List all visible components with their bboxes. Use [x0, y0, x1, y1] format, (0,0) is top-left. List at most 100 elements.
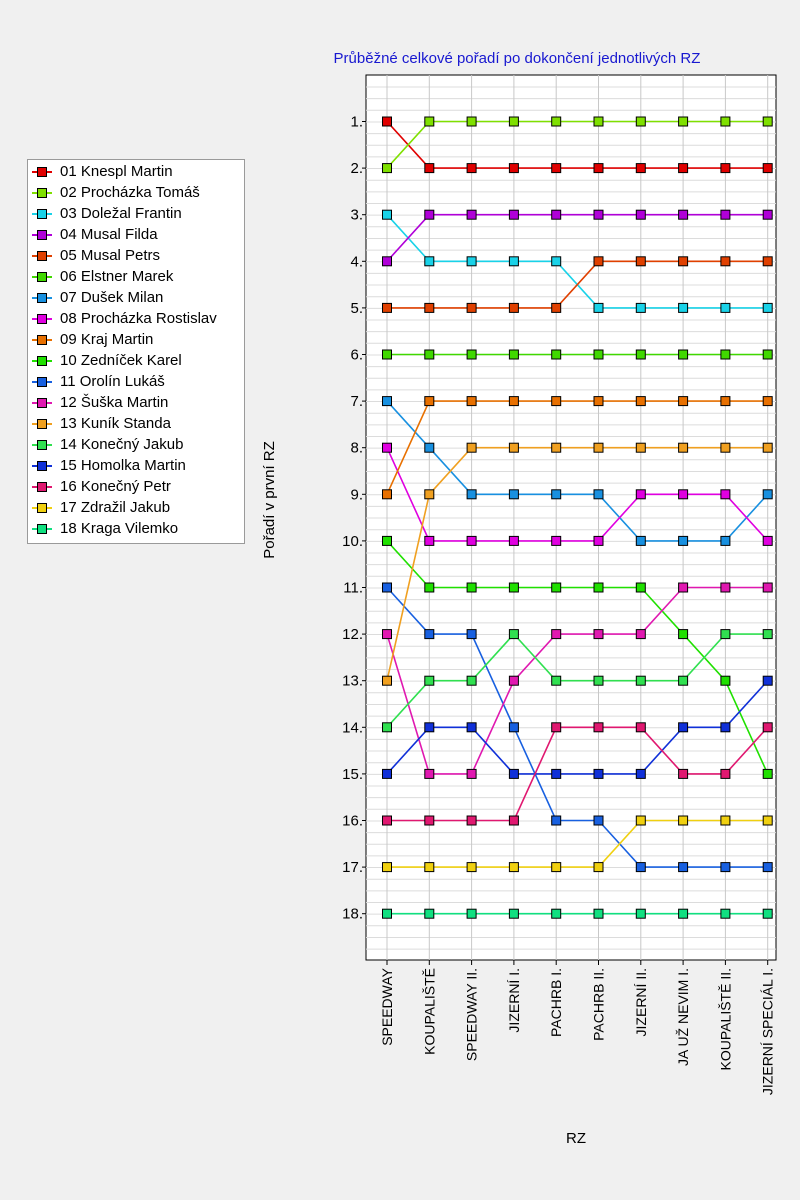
- legend-label: 04 Musal Filda: [60, 226, 158, 243]
- x-tick-label: SPEEDWAY: [379, 967, 395, 1045]
- data-point: [593, 489, 604, 500]
- series-1: [386, 120, 768, 169]
- data-point: [424, 535, 435, 546]
- data-point: [593, 209, 604, 220]
- legend-label: 02 Procházka Tomáš: [60, 184, 200, 201]
- legend-swatch: [32, 376, 52, 388]
- data-point: [635, 209, 646, 220]
- data-point: [551, 582, 562, 593]
- data-point: [466, 302, 477, 313]
- data-point: [424, 722, 435, 733]
- data-point: [635, 349, 646, 360]
- data-point: [593, 768, 604, 779]
- chart-title: Průběžné celkové pořadí po dokončení jed…: [334, 50, 701, 67]
- data-point: [508, 349, 519, 360]
- data-point: [635, 629, 646, 640]
- data-point: [382, 629, 392, 640]
- data-point: [424, 675, 435, 686]
- data-point: [508, 629, 519, 640]
- legend-label: 07 Dušek Milan: [60, 289, 164, 306]
- series-2: [386, 120, 768, 169]
- data-point: [720, 209, 731, 220]
- series-markers-9: [382, 396, 773, 500]
- series-markers-12: [382, 582, 773, 779]
- data-point: [678, 862, 689, 873]
- data-point: [551, 256, 562, 267]
- data-point: [593, 908, 604, 919]
- legend-label: 18 Kraga Vilemko: [60, 520, 179, 537]
- data-point: [508, 768, 519, 779]
- data-point: [466, 349, 477, 360]
- data-point: [720, 349, 731, 360]
- legend-item: 18 Kraga Vilemko: [32, 518, 178, 539]
- data-point: [508, 722, 519, 733]
- legend-item: 11 Orolín Lukáš: [32, 371, 165, 392]
- legend-item: 12 Šuška Martin: [32, 392, 168, 413]
- data-point: [382, 256, 392, 267]
- data-point: [466, 768, 477, 779]
- data-point: [678, 116, 689, 127]
- data-point: [551, 396, 562, 407]
- data-point: [635, 489, 646, 500]
- data-point: [424, 442, 435, 453]
- y-tick-label: 13.: [342, 673, 363, 690]
- data-point: [551, 629, 562, 640]
- data-point: [762, 302, 773, 313]
- data-point: [593, 442, 604, 453]
- y-tick-label: 15.: [342, 766, 363, 783]
- data-point: [382, 302, 392, 313]
- data-point: [762, 862, 773, 873]
- data-point: [720, 582, 731, 593]
- data-point: [593, 396, 604, 407]
- legend-swatch: [32, 250, 52, 262]
- legend-item: 09 Kraj Martin: [32, 329, 153, 350]
- data-point: [678, 582, 689, 593]
- series-line: [386, 447, 769, 542]
- data-point: [466, 535, 477, 546]
- data-point: [508, 908, 519, 919]
- data-point: [678, 722, 689, 733]
- data-point: [678, 535, 689, 546]
- data-point: [678, 349, 689, 360]
- chart-legend: 01 Knespl Martin 02 Procházka Tomáš 03 Dol…: [27, 159, 245, 544]
- data-point: [551, 768, 562, 779]
- data-point: [635, 862, 646, 873]
- data-point: [551, 722, 562, 733]
- y-tick-label: 12.: [342, 626, 363, 643]
- legend-label: 15 Homolka Martin: [60, 457, 186, 474]
- data-point: [635, 396, 646, 407]
- legend-item: 02 Procházka Tomáš: [32, 182, 200, 203]
- data-point: [466, 675, 477, 686]
- data-point: [720, 722, 731, 733]
- legend-item: 04 Musal Filda: [32, 224, 158, 245]
- data-point: [678, 768, 689, 779]
- x-axis-ticks: SPEEDWAY KOUPALIŠTĚ SPEEDWAY II. JIZERNÍ I.…: [379, 960, 776, 1095]
- data-point: [551, 908, 562, 919]
- data-point: [762, 163, 773, 174]
- series-lines: [382, 116, 773, 919]
- data-point: [424, 629, 435, 640]
- data-point: [720, 908, 731, 919]
- data-point: [762, 349, 773, 360]
- series-line: [386, 586, 768, 868]
- legend-swatch: [32, 481, 52, 493]
- legend-item: 16 Konečný Petr: [32, 476, 171, 497]
- data-point: [678, 815, 689, 826]
- y-axis-label: Pořadí v první RZ: [261, 441, 278, 559]
- legend-swatch: [32, 502, 52, 514]
- legend-swatch: [32, 313, 52, 325]
- data-point: [551, 163, 562, 174]
- data-point: [593, 116, 604, 127]
- series-line: [387, 260, 768, 309]
- series-15: [386, 680, 769, 775]
- data-point: [720, 535, 731, 546]
- data-point: [593, 163, 604, 174]
- data-point: [508, 535, 519, 546]
- y-tick-label: 7.: [350, 393, 363, 410]
- data-point: [593, 722, 604, 733]
- series-line: [386, 446, 768, 681]
- legend-label: 08 Procházka Rostislav: [60, 310, 217, 327]
- data-point: [551, 349, 562, 360]
- data-point: [551, 209, 562, 220]
- data-point: [678, 675, 689, 686]
